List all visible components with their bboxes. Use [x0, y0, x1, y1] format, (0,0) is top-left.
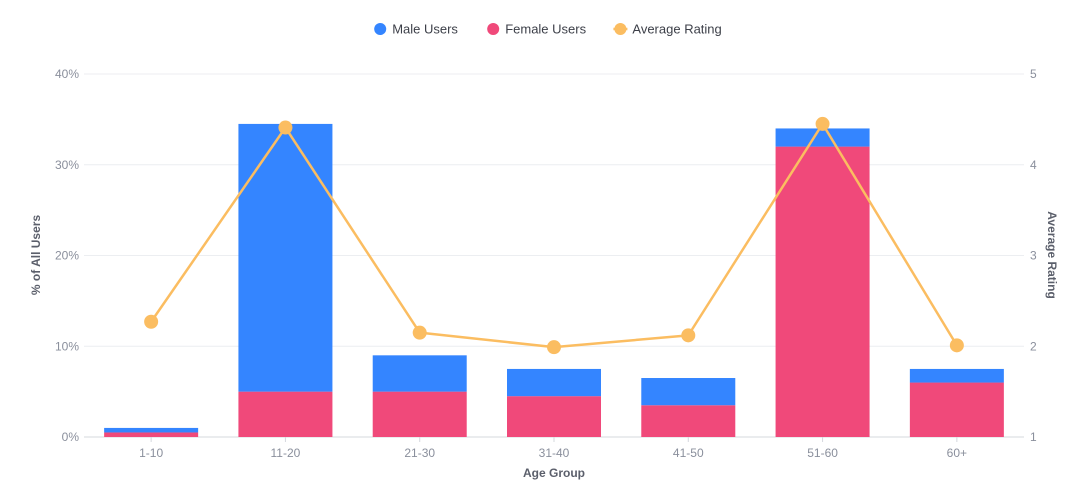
- y2-tick-label: 5: [1030, 67, 1037, 81]
- legend-marker: [487, 23, 500, 35]
- bar-female-users[interactable]: [238, 391, 333, 437]
- legend-label: Average Rating: [632, 22, 721, 37]
- average-rating-point[interactable]: [681, 328, 696, 343]
- y-tick-label: 0%: [62, 430, 80, 444]
- y2-axis-title: Average Rating: [1045, 211, 1059, 299]
- y2-tick-label: 3: [1030, 249, 1037, 263]
- legend-marker: [614, 23, 627, 35]
- rating-line-layer: [144, 116, 964, 355]
- bar-female-users[interactable]: [909, 382, 1004, 437]
- y2-tick-label: 4: [1030, 158, 1037, 172]
- axes-layer: 0% 10% 20% 30% 40% 1 2 3 4 5 1-10 11-20 21-30 31-40 41…: [55, 67, 1037, 460]
- legend-item[interactable]: Male Users: [374, 22, 458, 37]
- bar-male-users[interactable]: [775, 128, 870, 147]
- bar-male-users[interactable]: [238, 123, 333, 392]
- legend: Male Users Female Users Average Rating: [374, 22, 722, 37]
- y-axis-title: % of All Users: [29, 215, 43, 296]
- legend-label: Female Users: [505, 22, 586, 37]
- bar-male-users[interactable]: [104, 427, 199, 433]
- x-tick-label: 21-30: [404, 446, 435, 460]
- legend-marker: [374, 23, 387, 35]
- average-rating-point[interactable]: [949, 338, 964, 353]
- bar-male-users[interactable]: [909, 368, 1004, 383]
- bar-female-users[interactable]: [104, 432, 199, 437]
- legend-item[interactable]: Average Rating: [613, 22, 722, 37]
- bar-male-users[interactable]: [641, 378, 736, 406]
- bars-layer: [104, 123, 1004, 437]
- average-rating-point[interactable]: [547, 340, 561, 355]
- y-tick-label: 20%: [55, 249, 79, 263]
- x-tick-label: 51-60: [807, 446, 838, 460]
- average-rating-point[interactable]: [278, 120, 293, 135]
- x-axis-title: Age Group: [523, 466, 585, 480]
- y2-tick-label: 1: [1030, 430, 1037, 444]
- x-tick-label: 41-50: [673, 446, 704, 460]
- bar-male-users[interactable]: [372, 355, 467, 392]
- x-tick-label: 11-20: [271, 446, 301, 460]
- y-tick-label: 40%: [55, 67, 79, 81]
- y2-tick-label: 2: [1030, 339, 1037, 353]
- average-rating-point[interactable]: [144, 314, 159, 329]
- x-tick-label: 31-40: [539, 446, 570, 460]
- y-tick-label: 10%: [55, 339, 79, 353]
- x-tick-label: 60+: [947, 446, 967, 460]
- legend-item[interactable]: Female Users: [487, 22, 587, 37]
- bar-male-users[interactable]: [507, 368, 601, 397]
- legend-label: Male Users: [392, 22, 458, 37]
- bar-female-users[interactable]: [775, 146, 870, 437]
- average-rating-point[interactable]: [412, 325, 427, 340]
- average-rating-point[interactable]: [815, 116, 830, 131]
- bar-female-users[interactable]: [372, 391, 467, 437]
- x-tick-label: 1-10: [139, 446, 163, 460]
- y-tick-label: 30%: [55, 158, 79, 172]
- bar-female-users[interactable]: [641, 405, 736, 437]
- bar-female-users[interactable]: [507, 396, 601, 437]
